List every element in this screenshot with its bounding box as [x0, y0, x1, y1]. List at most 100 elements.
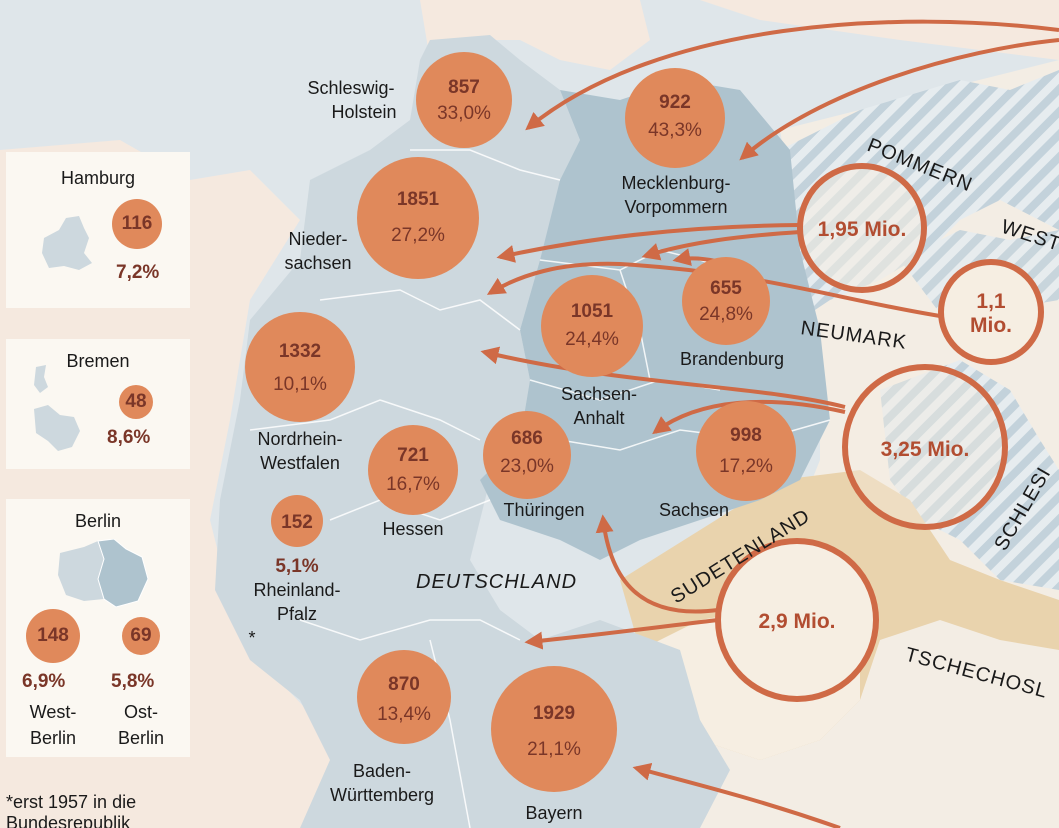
state-count: 721 — [397, 445, 429, 466]
inset-title: Hamburg — [60, 168, 136, 188]
flow-arrow-niedersachsen-1 — [496, 223, 801, 263]
state-hessen: 721 16,7% Hessen — [368, 425, 458, 539]
state-label: Nieder- — [288, 229, 347, 249]
state-pct: 5,1% — [275, 556, 318, 577]
flow-arrow-schleswig — [525, 19, 1059, 131]
hamburg-shape — [42, 216, 92, 270]
flow-label-pommern: 1,95 Mio. — [818, 218, 907, 241]
inset-count-bubble-ost: 69 — [122, 617, 160, 655]
footnote: *erst 1957 in die Bundesrepublik — [6, 792, 136, 828]
state-schleswig-holstein: 857 33,0% Schleswig- Holstein — [307, 52, 512, 148]
footnote-line: Bundesrepublik — [6, 813, 131, 828]
flow-circle-schlesien: 3,25 Mio. — [842, 364, 1008, 530]
berlin-shape — [58, 539, 149, 608]
state-pct: 17,2% — [719, 456, 773, 477]
west-berlin-shape — [58, 541, 104, 601]
state-label: sachsen — [284, 253, 351, 273]
inset-pct: 7,2% — [116, 262, 160, 283]
flow-circles: 1,95 Mio. 1,1 Mio. 3,25 Mio. 2,9 Mio. — [715, 163, 1044, 702]
state-pct: 33,0% — [437, 103, 491, 124]
state-pct: 24,8% — [699, 304, 753, 325]
state-rheinland-pfalz: 152 5,1% Rheinland- Pfalz * — [248, 495, 341, 648]
flow-circle-neumark: 1,1 Mio. — [938, 259, 1044, 365]
flow-label-neumark-1: 1,1 — [976, 290, 1006, 313]
state-label: Mecklenburg- — [621, 173, 730, 193]
state-markers: 857 33,0% Schleswig- Holstein 922 43,3% … — [245, 52, 796, 823]
inset-pct: 8,6% — [107, 427, 151, 448]
state-label: Hessen — [382, 519, 443, 539]
state-baden-wuerttemberg: 870 13,4% Baden- Württemberg — [330, 650, 451, 805]
state-label: Nordrhein- — [257, 429, 342, 449]
state-label: Vorpommern — [624, 197, 727, 217]
state-label: Pfalz — [277, 604, 317, 624]
flow-label-sudetenland: 2,9 Mio. — [758, 610, 835, 633]
state-pct: 43,3% — [648, 120, 702, 141]
bremen-shape — [34, 365, 80, 451]
flow-arrow-niedersachsen-2 — [486, 261, 941, 318]
state-count: 1851 — [397, 189, 440, 210]
state-pct: 21,1% — [527, 739, 581, 760]
state-sachsen-anhalt: 1051 24,4% Sachsen- Anhalt — [541, 275, 643, 428]
inset-count-bubble: 116 — [112, 199, 162, 249]
inset-pct-west: 6,9% — [22, 671, 66, 692]
flow-arrow-nrw — [480, 346, 846, 409]
flow-arrow-bayern-west — [524, 618, 719, 650]
state-nordrhein-westfalen: 1332 10,1% Nordrhein- Westfalen — [245, 312, 355, 473]
flow-label-schlesien: 3,25 Mio. — [881, 438, 970, 461]
inset-label-line: West- — [29, 702, 77, 722]
sweden-land — [700, 0, 1059, 60]
west-germany-area — [215, 35, 730, 828]
state-count: 655 — [710, 278, 742, 299]
state-niedersachsen: 1851 27,2% Nieder- sachsen — [284, 157, 479, 279]
state-label: Brandenburg — [680, 349, 784, 369]
inset-label-line: Berlin — [29, 728, 77, 748]
flow-circle-pommern: 1,95 Mio. — [797, 163, 927, 293]
state-pct: 23,0% — [500, 456, 554, 477]
flow-arrow-mecklenburg-2 — [641, 230, 801, 261]
state-brandenburg: 655 24,8% Brandenburg — [680, 257, 784, 369]
state-mecklenburg-vorpommern: 922 43,3% Mecklenburg- Vorpommern — [621, 68, 731, 217]
flow-circle-sudetenland: 2,9 Mio. — [715, 538, 879, 702]
state-label: Holstein — [331, 102, 396, 122]
state-count: 686 — [511, 428, 543, 449]
state-pct: 27,2% — [391, 225, 445, 246]
footnote-marker: * — [248, 628, 255, 648]
denmark-land — [420, 0, 650, 70]
state-pct: 24,4% — [565, 329, 619, 350]
footnote-line: *erst 1957 in die — [6, 792, 137, 812]
inset-label-line: Berlin — [117, 728, 165, 748]
inset-berlin: Berlin 148 69 6,9% 5,8% West- Berlin Ost… — [6, 499, 190, 757]
state-pct: 13,4% — [377, 704, 431, 725]
inset-hamburg: Hamburg 116 7,2% — [6, 152, 190, 308]
inset-title: Bremen — [66, 351, 130, 371]
state-sachsen: 998 17,2% Sachsen — [659, 401, 796, 520]
state-label: Anhalt — [573, 408, 624, 428]
inset-count-bubble-west: 148 — [26, 609, 80, 663]
state-pct: 10,1% — [273, 374, 327, 395]
state-count: 152 — [281, 512, 313, 533]
state-pct: 16,7% — [386, 474, 440, 495]
state-label: Bayern — [525, 803, 582, 823]
flow-label-neumark-2: Mio. — [970, 314, 1012, 337]
state-count: 998 — [730, 425, 762, 446]
region-label-deutschland: DEUTSCHLAND — [416, 571, 577, 593]
inset-pct-ost: 5,8% — [111, 671, 155, 692]
flow-arrows — [480, 19, 1059, 828]
state-count: 870 — [388, 674, 420, 695]
state-count: 1929 — [533, 703, 575, 724]
flow-arrow-mecklenburg — [739, 38, 1059, 161]
inset-label-line: Ost- — [124, 702, 158, 722]
state-label: Baden- — [353, 761, 411, 781]
flow-arrow-bayern-south — [632, 762, 841, 828]
inset-title: Berlin — [74, 511, 122, 531]
state-bayern: 1929 21,1% Bayern — [491, 666, 617, 823]
inset-count-bubble: 48 — [119, 385, 153, 419]
inset-bremen: Bremen 48 8,6% — [6, 339, 190, 469]
state-label: Westfalen — [260, 453, 340, 473]
ost-berlin-shape — [97, 539, 149, 608]
state-label: Württemberg — [330, 785, 434, 805]
state-label: Sachsen — [659, 500, 729, 520]
state-count: 1332 — [279, 341, 321, 362]
